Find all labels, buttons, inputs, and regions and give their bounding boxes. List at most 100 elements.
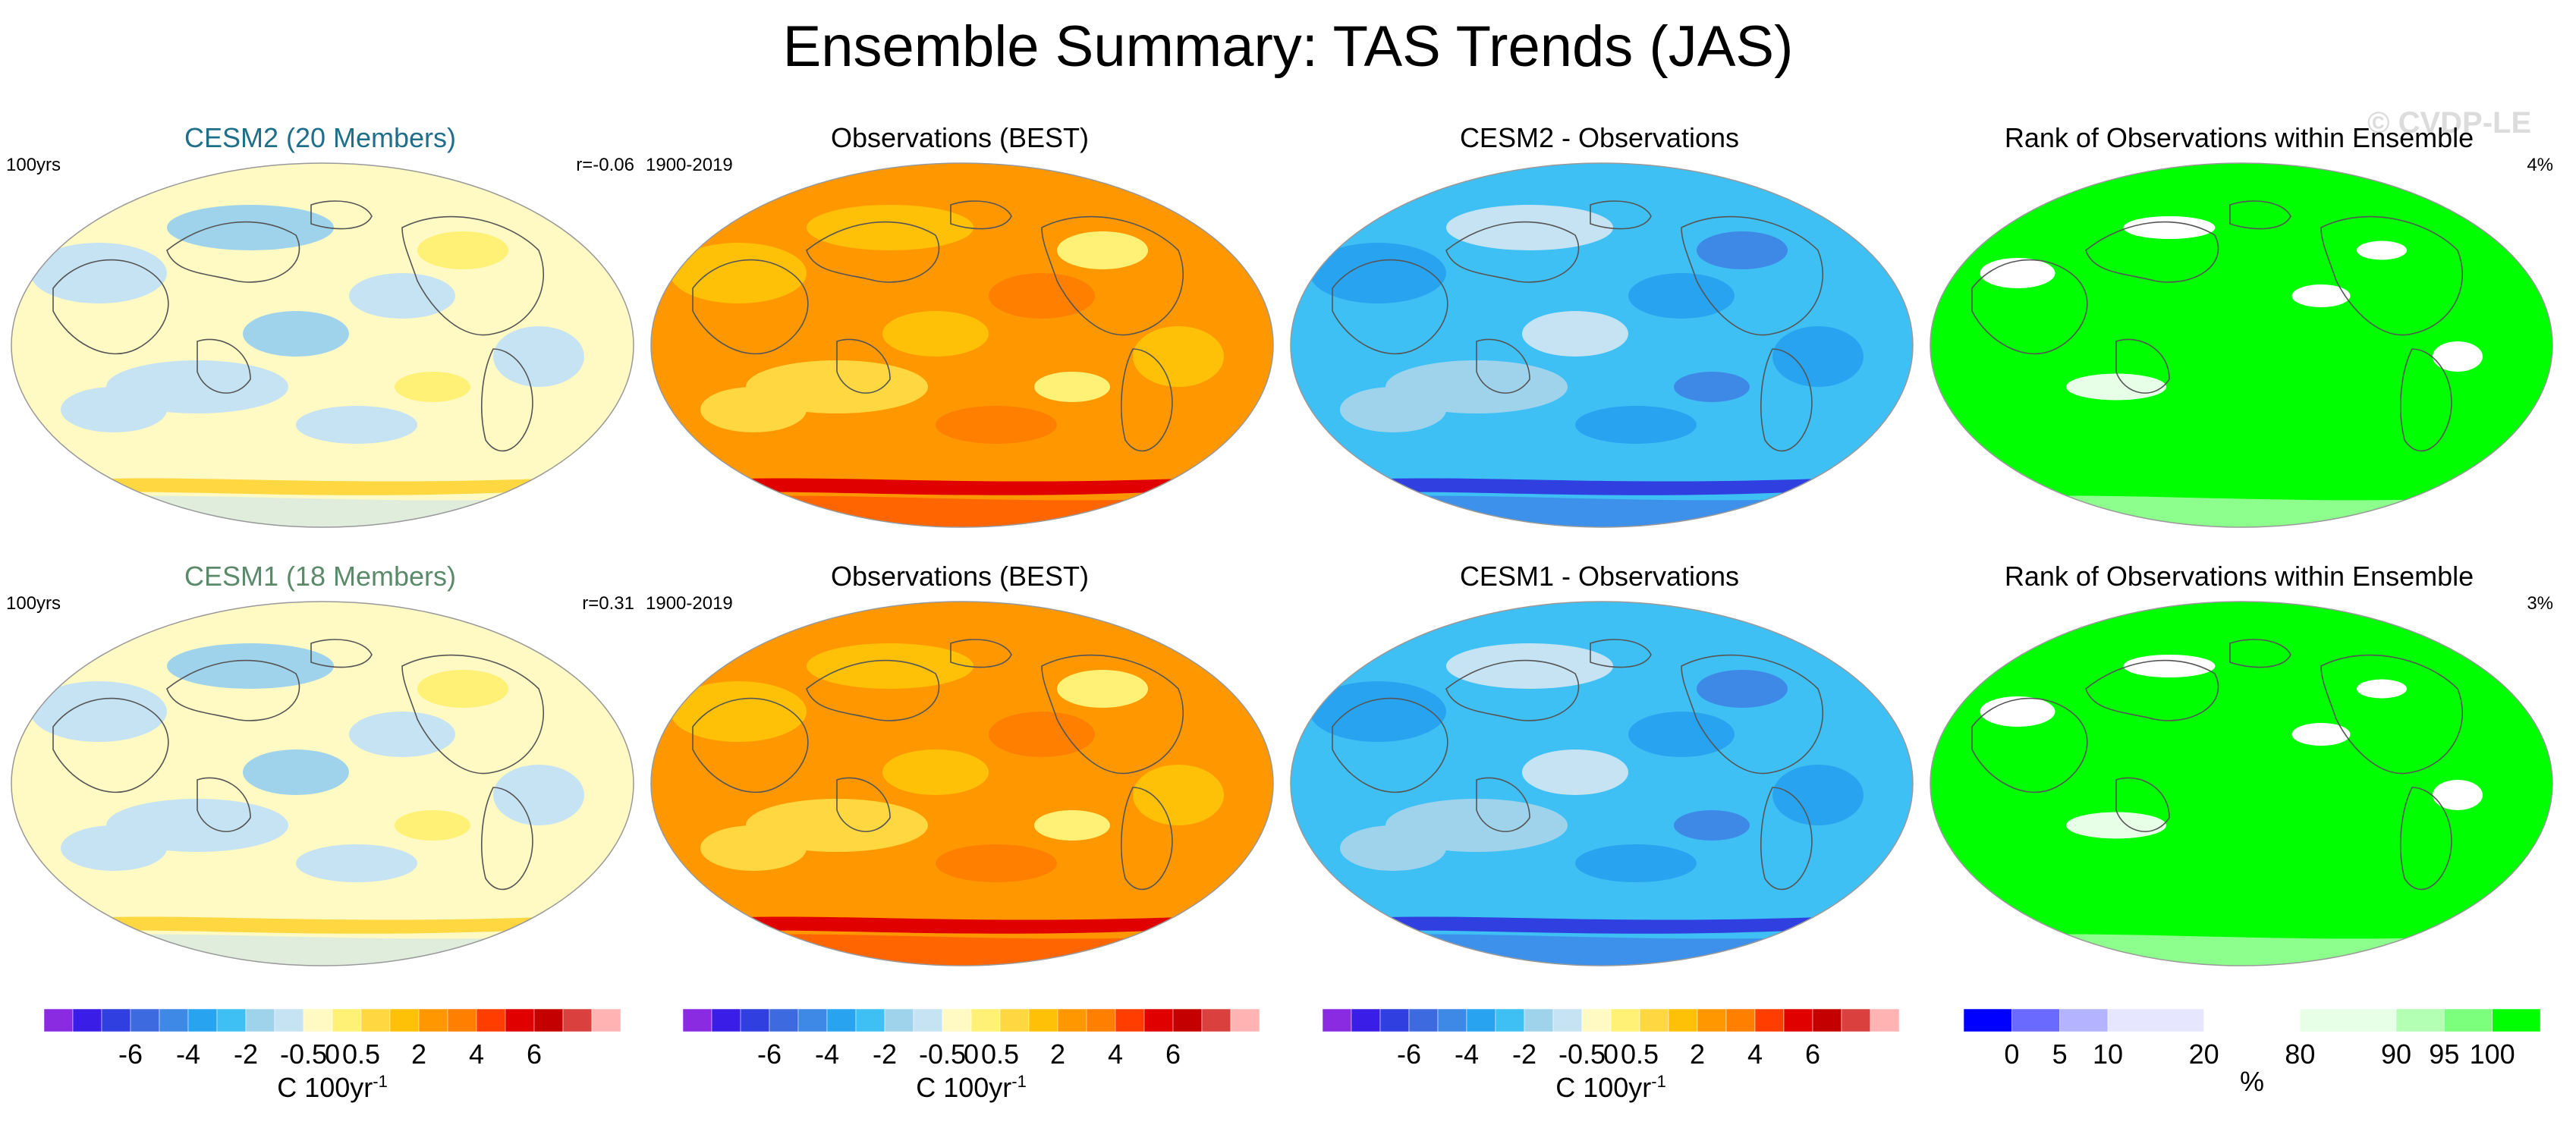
panel-correlation-label: r=-0.06 xyxy=(576,155,634,175)
units-superscript: -1 xyxy=(1011,1072,1027,1091)
panel-title: CESM2 - Observations xyxy=(1459,122,1740,153)
colorbar-swatch xyxy=(130,1009,160,1032)
colorbar-tick-label: -4 xyxy=(176,1039,200,1067)
field-region xyxy=(167,643,334,689)
coastline xyxy=(166,221,300,283)
colorbar-swatch xyxy=(1115,1009,1145,1032)
units-text: C 100yr xyxy=(1555,1072,1652,1103)
coastline xyxy=(1971,259,2088,355)
coastline xyxy=(401,654,545,775)
field-region xyxy=(2066,373,2166,401)
map-field xyxy=(11,163,634,527)
colorbar-swatch xyxy=(1697,1009,1727,1032)
field-region xyxy=(882,749,989,795)
colorbar-swatch xyxy=(942,1009,972,1032)
colorbar-tick-label: -4 xyxy=(815,1039,839,1067)
colorbar-tick-label: -0.5 xyxy=(1558,1039,1606,1067)
panel-rank-cesm1: Rank of Observations within Ensemble 3% xyxy=(1920,560,2558,969)
map-field xyxy=(11,602,634,966)
colorbar-swatch xyxy=(769,1009,799,1032)
map-outline xyxy=(1930,162,2553,528)
coastline xyxy=(806,659,940,721)
field-region xyxy=(882,311,989,357)
panel-period-label: 100yrs xyxy=(6,155,61,175)
field-region xyxy=(395,810,470,841)
map-cesm1-minus-observations xyxy=(1290,601,1914,966)
colorbar-observations-trend: -6 -4 -2 -0.5 0 0.5 2 4 6 C 100yr-1 xyxy=(683,1009,1260,1103)
field-region xyxy=(417,231,508,269)
units-superscript: -1 xyxy=(1651,1072,1666,1091)
colorbar-swatch xyxy=(389,1009,420,1032)
colorbar-tick-label: 0 xyxy=(325,1039,340,1067)
coastline xyxy=(692,259,809,355)
southern-ocean-band xyxy=(1291,474,1913,497)
coastline xyxy=(2115,777,2170,832)
coastline xyxy=(950,200,1012,230)
coastline xyxy=(2320,654,2464,775)
colorbar-tick-label: 20 xyxy=(2189,1039,2219,1067)
coastline xyxy=(2400,787,2452,891)
colorbar-tick-label: 5 xyxy=(2052,1039,2068,1067)
field-region xyxy=(989,273,1095,319)
colorbar-swatch xyxy=(1552,1009,1583,1032)
colorbar-swatch xyxy=(1870,1009,1899,1032)
coastline xyxy=(1332,697,1448,793)
coastline xyxy=(401,215,545,336)
southern-ocean-band xyxy=(11,913,634,935)
colorbar-swatch xyxy=(855,1009,885,1032)
map-observations-trend xyxy=(650,601,1274,966)
field-region xyxy=(417,670,508,708)
map-outline xyxy=(1290,162,1914,528)
coastline xyxy=(1590,639,1652,668)
colorbar-swatch xyxy=(1230,1009,1260,1032)
panel-title: Observations (BEST) xyxy=(830,122,1090,153)
coastline xyxy=(2085,221,2219,283)
colorbar-swatch xyxy=(591,1009,621,1032)
southern-ocean-band xyxy=(1930,913,2552,935)
colorbar-swatch xyxy=(505,1009,535,1032)
map-field xyxy=(651,602,1273,966)
colorbar-units: C 100yr-1 xyxy=(44,1067,621,1103)
map-outline xyxy=(1930,601,2553,966)
coastline xyxy=(52,697,169,793)
map-field xyxy=(1291,602,1913,966)
colorbar-units: % xyxy=(1964,1067,2540,1097)
colorbar-tick-label: 2 xyxy=(411,1039,426,1067)
colorbar-swatch xyxy=(418,1009,448,1032)
field-region xyxy=(2357,679,2407,699)
field-region xyxy=(493,326,584,387)
colorbar-swatches: -6 -4 -2 -0.50 0.5 2 4 6 xyxy=(44,1009,621,1067)
panel-title: Rank of Observations within Ensemble xyxy=(2004,561,2474,592)
colorbar-tick-label: -6 xyxy=(1397,1039,1421,1067)
colorbar-swatch xyxy=(216,1009,247,1032)
field-region xyxy=(1674,810,1750,841)
map-field xyxy=(651,163,1273,527)
field-region xyxy=(2123,216,2216,239)
coastline xyxy=(52,259,169,355)
coastline xyxy=(166,659,300,721)
colorbar-swatch xyxy=(1639,1009,1669,1032)
colorbar-tick-label: 2 xyxy=(1690,1039,1705,1067)
coastline xyxy=(1681,654,1824,775)
watermark: © CVDP-LE xyxy=(2367,106,2532,140)
colorbar-swatch xyxy=(1668,1009,1698,1032)
field-region xyxy=(1340,387,1446,432)
field-region xyxy=(1133,326,1224,387)
field-region xyxy=(2357,240,2407,260)
units-text: C 100yr xyxy=(916,1072,1012,1103)
coastline xyxy=(310,639,373,668)
colorbar-swatch xyxy=(245,1009,275,1032)
coastline xyxy=(310,200,373,230)
colorbar-tick-label: 0 xyxy=(2004,1039,2019,1067)
colorbar-swatch xyxy=(1581,1009,1612,1032)
colorbar-swatch xyxy=(1437,1009,1467,1032)
colorbar-tick-label: 0.5 xyxy=(1621,1039,1659,1067)
colorbar-swatch xyxy=(683,1009,712,1032)
colorbar-difference-trend: -6 -4 -2 -0.5 0 0.5 2 4 6 C 100yr-1 xyxy=(1323,1009,1899,1103)
coastline xyxy=(1590,200,1652,230)
colorbar-tick-label: -6 xyxy=(757,1039,782,1067)
map-observations-trend xyxy=(650,162,1274,528)
field-region xyxy=(1697,231,1788,269)
panel-cesm2-minus-obs: CESM2 - Observations xyxy=(1281,121,1918,531)
colorbar-swatch xyxy=(159,1009,189,1032)
